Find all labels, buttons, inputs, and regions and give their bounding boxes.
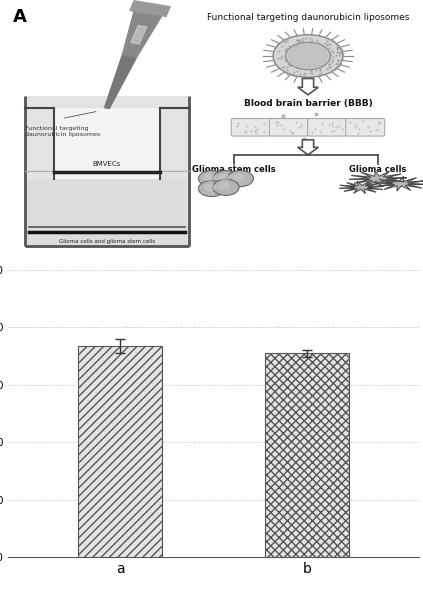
Bar — [78, 346, 162, 557]
Polygon shape — [349, 171, 407, 186]
FancyBboxPatch shape — [346, 119, 385, 136]
Polygon shape — [104, 55, 137, 109]
FancyBboxPatch shape — [269, 119, 308, 136]
Circle shape — [232, 174, 244, 181]
Circle shape — [273, 35, 343, 77]
Circle shape — [218, 174, 230, 181]
Text: Functional targeting daunorubicin liposomes: Functional targeting daunorubicin liposo… — [207, 14, 409, 23]
Circle shape — [198, 181, 225, 197]
Bar — [27, 178, 187, 245]
Circle shape — [227, 171, 253, 187]
FancyBboxPatch shape — [308, 119, 346, 136]
Circle shape — [203, 174, 216, 181]
Bar — [54, 108, 160, 178]
Bar — [265, 353, 349, 557]
Circle shape — [213, 179, 239, 195]
Bar — [25, 96, 189, 246]
Circle shape — [198, 171, 225, 187]
FancyBboxPatch shape — [231, 119, 270, 136]
Polygon shape — [339, 181, 384, 193]
Text: Functional targeting
daunorubicin liposomes: Functional targeting daunorubicin liposo… — [25, 126, 100, 137]
Text: Blood brain barrier (BBB): Blood brain barrier (BBB) — [244, 98, 372, 107]
Text: Glioma stem cells: Glioma stem cells — [192, 165, 276, 174]
Circle shape — [213, 171, 239, 187]
Circle shape — [218, 183, 230, 190]
Polygon shape — [131, 25, 147, 44]
Polygon shape — [122, 11, 162, 57]
Polygon shape — [130, 1, 170, 17]
Text: A: A — [13, 8, 27, 27]
Text: Glioma cells: Glioma cells — [349, 165, 407, 174]
Polygon shape — [374, 176, 423, 191]
Polygon shape — [298, 78, 318, 95]
Text: BMVECs: BMVECs — [93, 161, 121, 167]
Polygon shape — [298, 140, 318, 155]
Text: Glioma cells and glioma stem cells: Glioma cells and glioma stem cells — [59, 238, 155, 244]
Circle shape — [203, 184, 216, 191]
Circle shape — [286, 42, 330, 70]
